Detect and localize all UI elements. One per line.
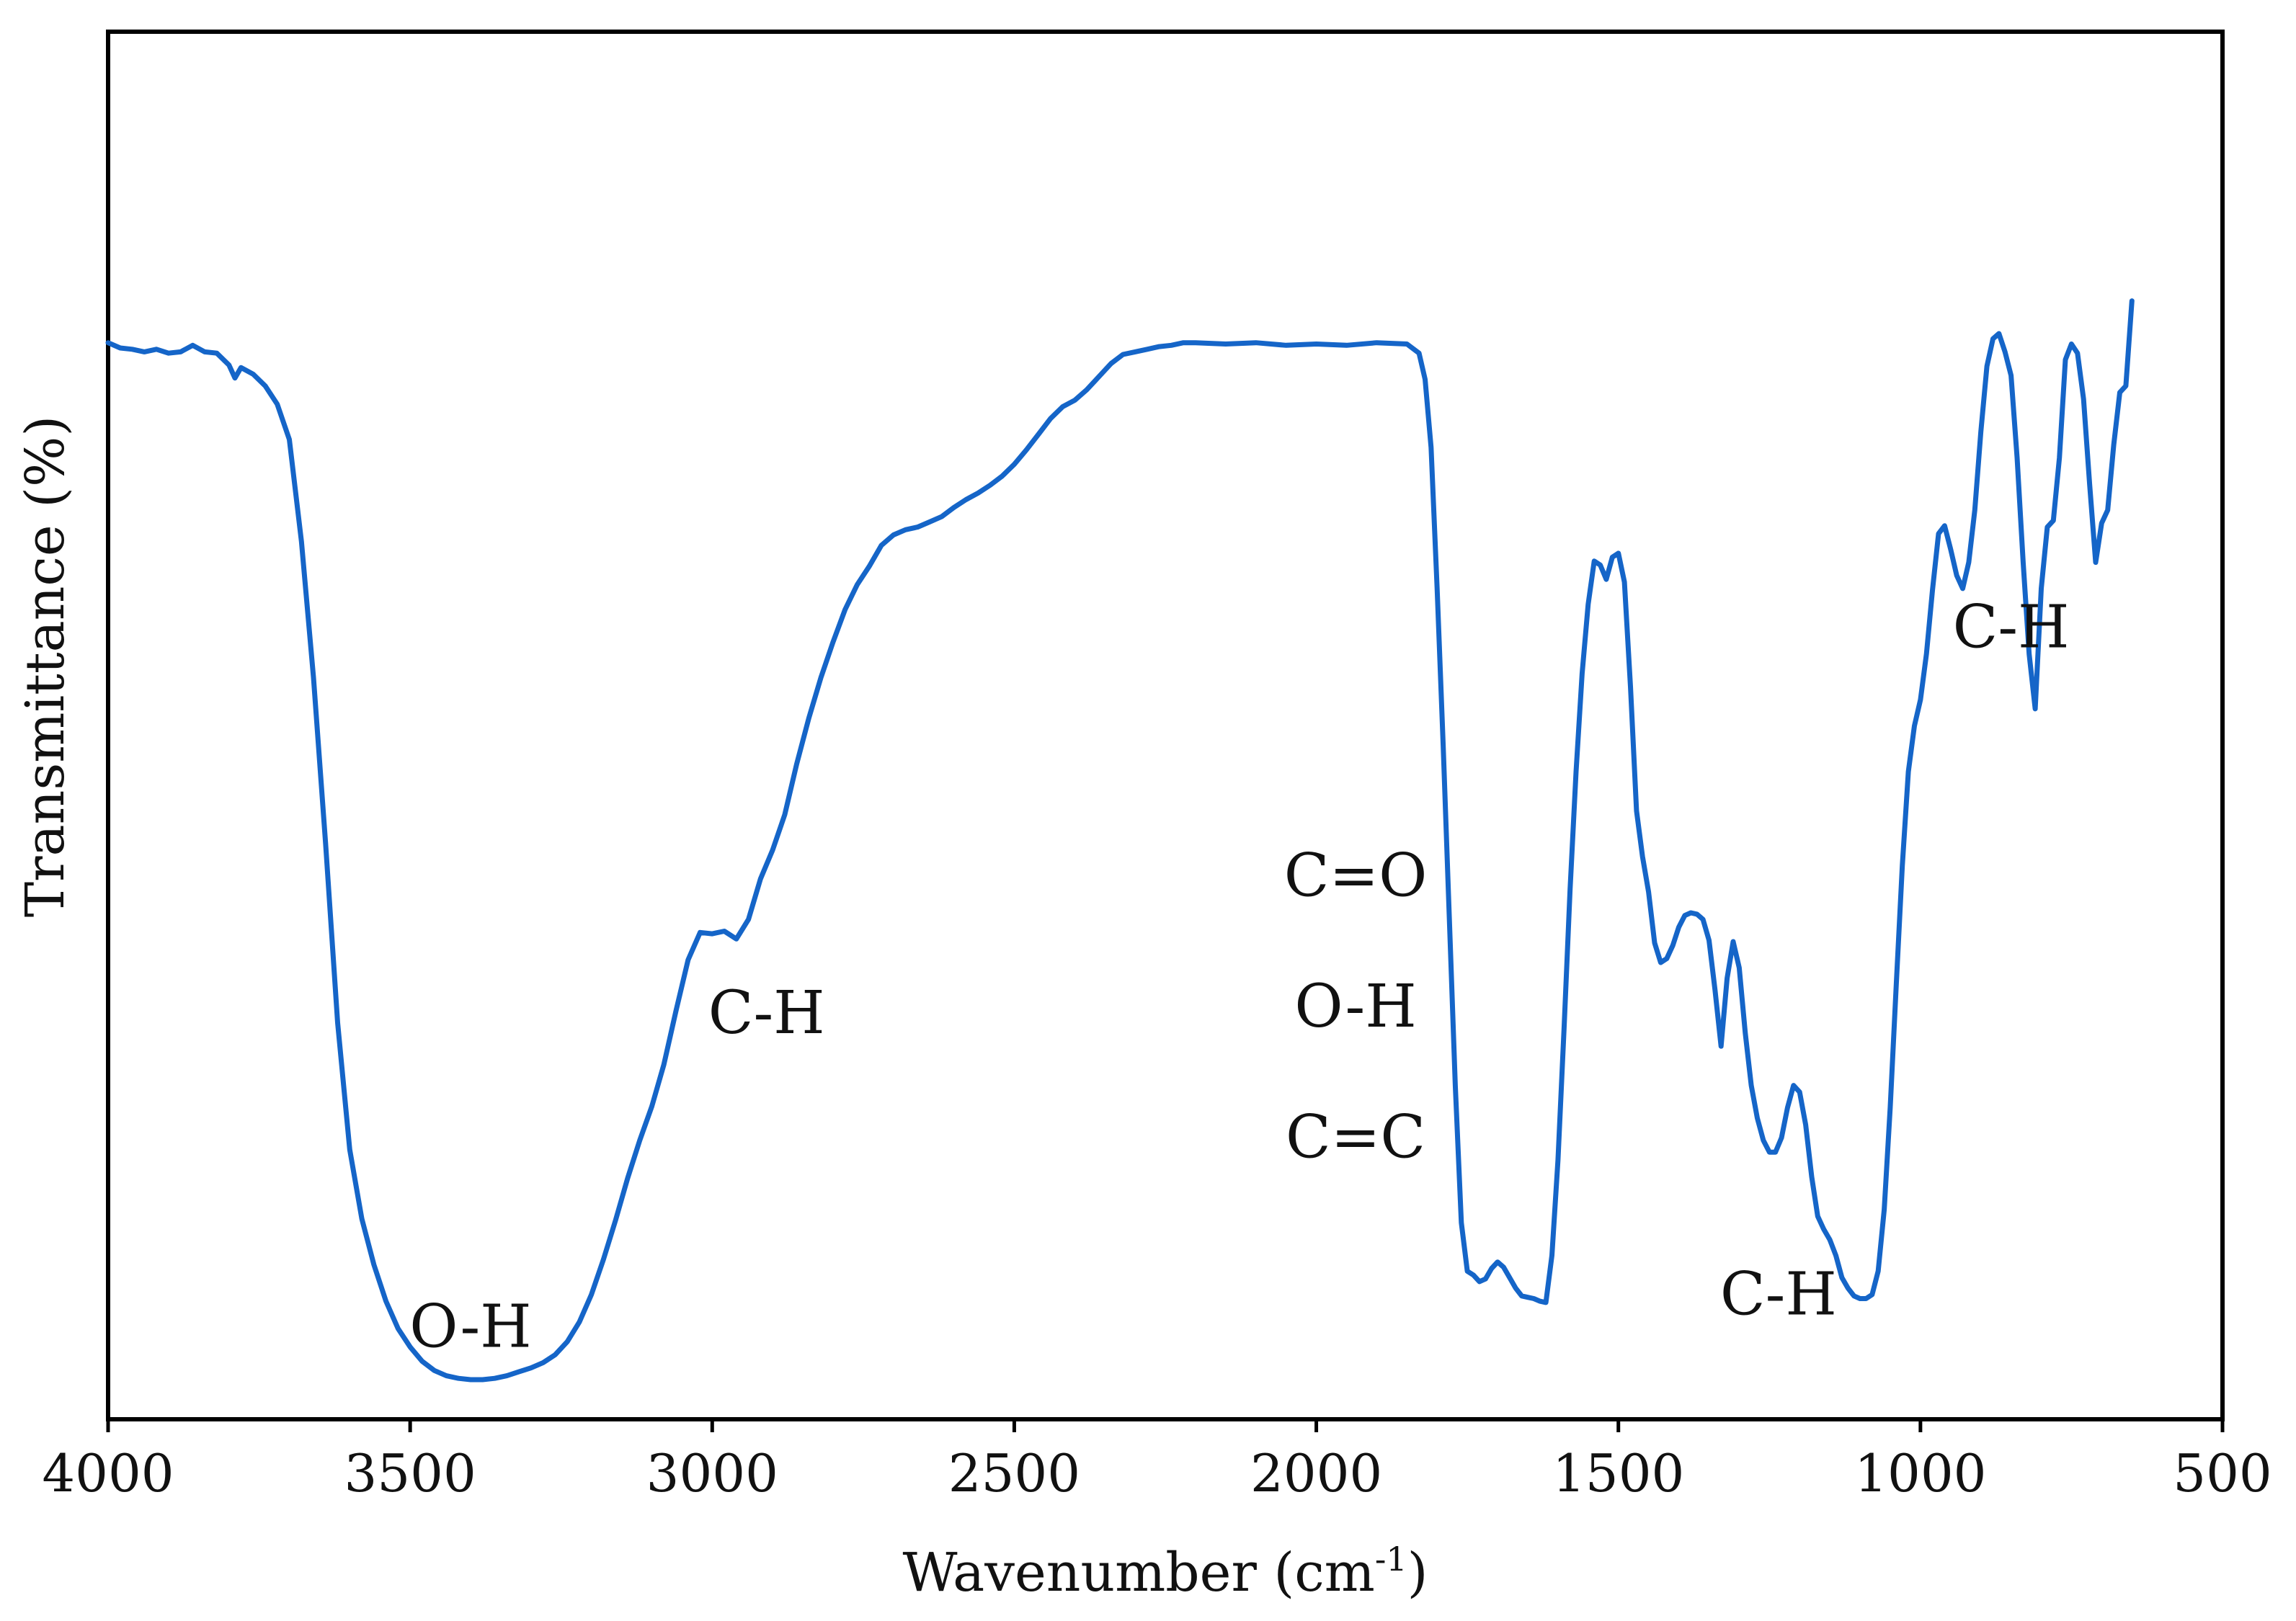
- spectrum-line: [105, 298, 2135, 1383]
- x-axis-title-text: Wavenumber (cm: [902, 1542, 1374, 1604]
- y-axis-title: Transmittance (%): [14, 416, 76, 917]
- x-axis-tick-labels: 4000 3500 3000 2500 2000 1500 1000 500: [42, 1443, 2271, 1504]
- x-axis-title-superscript: -1: [1375, 1540, 1407, 1578]
- x-tick-label: 3500: [344, 1443, 476, 1504]
- x-tick-label: 1000: [1854, 1443, 1986, 1504]
- x-tick-label: 1500: [1552, 1443, 1684, 1504]
- x-tick-label: 2500: [948, 1443, 1080, 1504]
- peak-annotation: C=C: [1286, 1103, 1425, 1171]
- x-tick-label: 2000: [1250, 1443, 1382, 1504]
- peak-annotation: C-H: [708, 979, 825, 1048]
- plot-frame: [106, 30, 2225, 1421]
- peak-annotation: C-H: [1953, 594, 2070, 662]
- peak-annotation: O-H: [1294, 973, 1416, 1041]
- x-tick-label: 500: [2173, 1443, 2271, 1504]
- x-axis-title-suffix: ): [1407, 1542, 1428, 1604]
- x-axis-title: Wavenumber (cm-1): [902, 1540, 1428, 1604]
- peak-annotation: C=O: [1284, 841, 1428, 910]
- x-axis-ticks: [106, 1419, 2225, 1432]
- peak-annotation: C-H: [1720, 1260, 1837, 1328]
- peak-annotations: O-H C-H C=O O-H C=C C-H C-H: [409, 594, 2069, 1362]
- peak-annotation: O-H: [409, 1293, 531, 1362]
- x-tick-label: 3000: [646, 1443, 778, 1504]
- x-tick-label: 4000: [42, 1443, 174, 1504]
